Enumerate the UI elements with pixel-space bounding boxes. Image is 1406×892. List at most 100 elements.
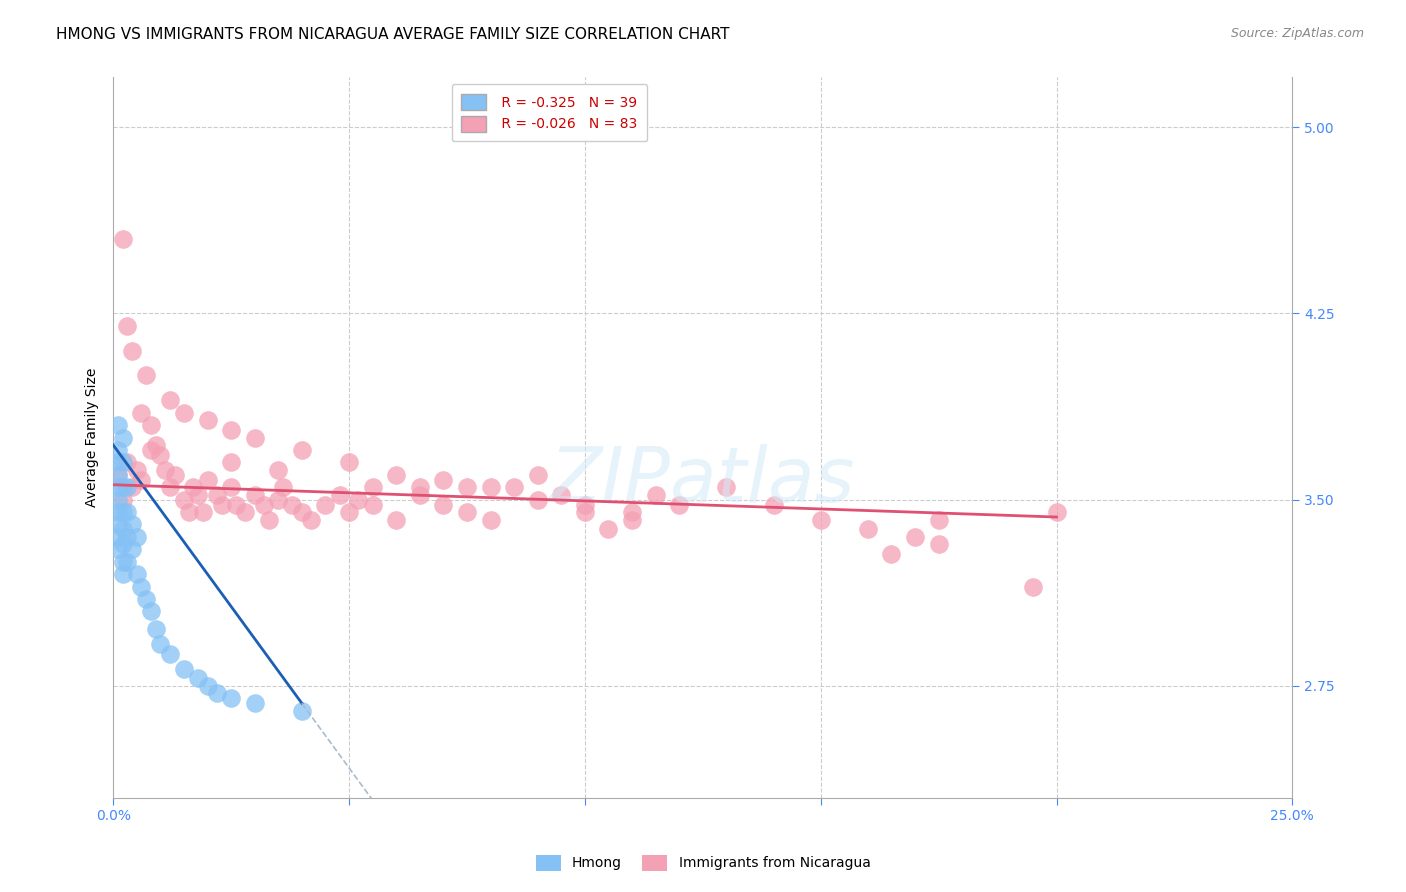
Point — [145, 622, 167, 636]
Point — [928, 537, 950, 551]
Point — [347, 492, 370, 507]
Point — [191, 505, 214, 519]
Point — [211, 498, 233, 512]
Point — [291, 704, 314, 718]
Point — [267, 492, 290, 507]
Point — [456, 505, 478, 519]
Point — [117, 318, 139, 333]
Point — [904, 530, 927, 544]
Point — [1045, 505, 1067, 519]
Point — [187, 672, 209, 686]
Point — [219, 423, 242, 437]
Y-axis label: Average Family Size: Average Family Size — [86, 368, 100, 508]
Point — [107, 542, 129, 557]
Point — [385, 467, 408, 482]
Point — [271, 480, 294, 494]
Point — [409, 488, 432, 502]
Point — [550, 488, 572, 502]
Point — [117, 530, 139, 544]
Point — [856, 523, 879, 537]
Point — [479, 480, 502, 494]
Point — [456, 480, 478, 494]
Point — [135, 592, 157, 607]
Point — [111, 537, 134, 551]
Point — [314, 498, 336, 512]
Point — [432, 498, 454, 512]
Point — [117, 555, 139, 569]
Point — [159, 480, 181, 494]
Point — [121, 542, 143, 557]
Point — [117, 480, 139, 494]
Point — [107, 455, 129, 469]
Point — [173, 492, 195, 507]
Point — [409, 480, 432, 494]
Legend: Hmong, Immigrants from Nicaragua: Hmong, Immigrants from Nicaragua — [530, 849, 876, 876]
Point — [928, 512, 950, 526]
Point — [337, 505, 360, 519]
Point — [131, 406, 153, 420]
Point — [111, 555, 134, 569]
Point — [149, 637, 172, 651]
Point — [281, 498, 304, 512]
Point — [159, 647, 181, 661]
Point — [139, 604, 162, 618]
Point — [219, 480, 242, 494]
Point — [107, 442, 129, 457]
Point — [131, 580, 153, 594]
Point — [299, 512, 322, 526]
Point — [121, 480, 143, 494]
Point — [145, 438, 167, 452]
Point — [1022, 580, 1045, 594]
Point — [131, 473, 153, 487]
Point — [668, 498, 690, 512]
Point — [253, 498, 276, 512]
Point — [257, 512, 280, 526]
Point — [598, 523, 620, 537]
Text: Source: ZipAtlas.com: Source: ZipAtlas.com — [1230, 27, 1364, 40]
Point — [177, 505, 200, 519]
Point — [574, 505, 596, 519]
Point — [121, 517, 143, 532]
Point — [125, 530, 148, 544]
Point — [107, 505, 129, 519]
Text: HMONG VS IMMIGRANTS FROM NICARAGUA AVERAGE FAMILY SIZE CORRELATION CHART: HMONG VS IMMIGRANTS FROM NICARAGUA AVERA… — [56, 27, 730, 42]
Point — [197, 473, 219, 487]
Point — [135, 368, 157, 383]
Point — [621, 505, 644, 519]
Point — [111, 480, 134, 494]
Point — [385, 512, 408, 526]
Point — [107, 418, 129, 433]
Point — [183, 480, 205, 494]
Point — [111, 523, 134, 537]
Point — [197, 413, 219, 427]
Point — [716, 480, 738, 494]
Point — [205, 686, 228, 700]
Point — [139, 442, 162, 457]
Point — [187, 488, 209, 502]
Text: ZIPatlas: ZIPatlas — [550, 444, 855, 517]
Point — [880, 547, 903, 561]
Point — [163, 467, 186, 482]
Point — [361, 498, 384, 512]
Point — [267, 463, 290, 477]
Point — [107, 467, 129, 482]
Point — [107, 480, 129, 494]
Point — [111, 431, 134, 445]
Point — [173, 661, 195, 675]
Point — [432, 473, 454, 487]
Point — [291, 442, 314, 457]
Point — [111, 455, 134, 469]
Point — [219, 691, 242, 706]
Point — [574, 498, 596, 512]
Point — [121, 343, 143, 358]
Point — [205, 488, 228, 502]
Point — [117, 455, 139, 469]
Point — [219, 455, 242, 469]
Point — [243, 488, 266, 502]
Point — [125, 463, 148, 477]
Point — [139, 418, 162, 433]
Legend:  R = -0.325   N = 39,  R = -0.026   N = 83: R = -0.325 N = 39, R = -0.026 N = 83 — [451, 85, 647, 142]
Point — [243, 431, 266, 445]
Point — [107, 467, 129, 482]
Point — [526, 467, 548, 482]
